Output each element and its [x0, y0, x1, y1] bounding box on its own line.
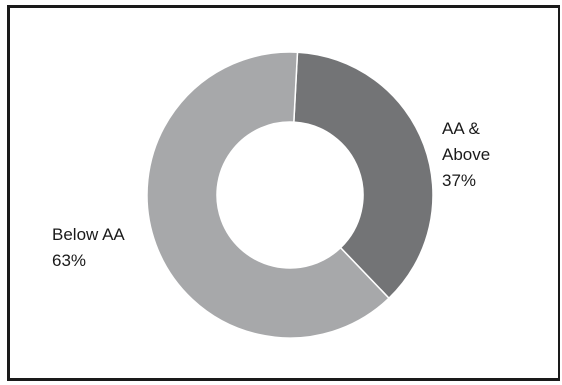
slice-label-below-aa: Below AA	[52, 225, 125, 244]
donut-slices	[146, 51, 434, 339]
donut-slice-aa-above	[293, 51, 434, 300]
slice-label-below-aa-percent: 63%	[52, 251, 86, 270]
donut-slice-below-aa	[146, 51, 391, 339]
slice-label-aa-above-percent: 37%	[442, 171, 476, 190]
slice-label-aa-above-line1: AA &	[442, 119, 480, 138]
slice-label-aa-above-line2: Above	[442, 145, 490, 164]
